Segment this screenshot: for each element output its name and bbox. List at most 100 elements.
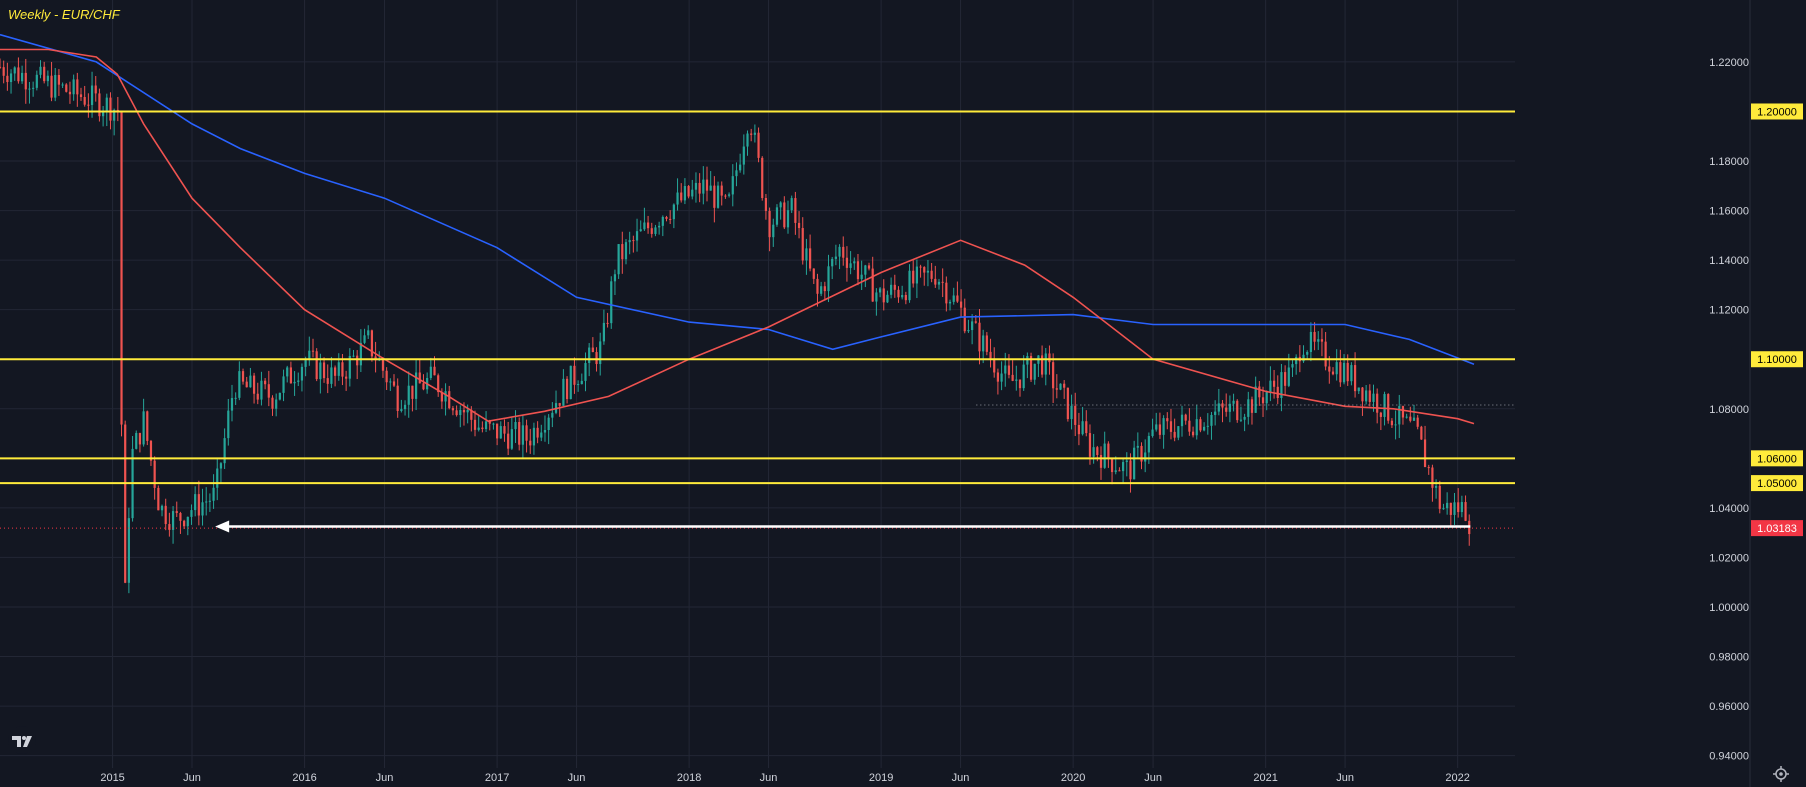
candle-body <box>356 355 359 366</box>
candle-body <box>993 358 996 373</box>
candle-body <box>709 185 712 191</box>
candle-body <box>1088 433 1092 457</box>
candle-body <box>101 111 105 117</box>
candle-body <box>919 266 922 268</box>
candle-body <box>481 427 484 430</box>
candle-body <box>875 292 878 302</box>
candle-body <box>503 426 506 434</box>
candle-body <box>967 330 970 332</box>
candle-body <box>1236 400 1239 421</box>
candle-body <box>735 170 738 177</box>
candle-body <box>635 231 639 241</box>
arrow-head-icon <box>215 520 230 533</box>
candle-body <box>216 468 219 488</box>
tradingview-logo-icon[interactable] <box>8 726 36 754</box>
candle-body <box>54 75 57 98</box>
x-tick-label: 2022 <box>1445 772 1469 784</box>
y-tick-label: 1.12000 <box>1709 305 1749 317</box>
x-tick-label: 2020 <box>1061 772 1085 784</box>
gear-icon[interactable] <box>1773 766 1789 782</box>
candle-body <box>543 430 547 433</box>
candle-body <box>665 216 668 219</box>
candle-body <box>1166 418 1169 422</box>
candle-body <box>1287 367 1290 386</box>
candle-body <box>227 410 230 439</box>
candle-body <box>507 433 510 449</box>
candle-body <box>260 380 263 400</box>
candle-body <box>1022 364 1025 389</box>
candle-body <box>304 360 307 367</box>
candle-body <box>455 410 458 416</box>
candle-body <box>293 381 296 384</box>
candle-body <box>1074 405 1077 425</box>
candle-body <box>1357 387 1360 392</box>
candle-body <box>1169 421 1173 432</box>
candle-body <box>1295 356 1298 365</box>
current-price-label: 1.03183 <box>1757 523 1797 535</box>
candle-body <box>1147 436 1150 453</box>
candle-body <box>783 202 786 228</box>
candle-body <box>1405 416 1408 418</box>
candle-body <box>1206 425 1209 427</box>
candle-body <box>1335 362 1338 375</box>
time-axis[interactable]: 2015 Jun 2016 Jun 2017 Jun 2018 Jun 2019 Jun 2020 J… <box>100 772 1470 784</box>
grid-lines <box>0 0 1515 768</box>
candle-body <box>680 192 683 201</box>
candle-body <box>1372 393 1375 402</box>
candle-body <box>639 229 642 232</box>
candle-body <box>17 67 20 82</box>
x-tick-label: 2015 <box>100 772 124 784</box>
candle-body <box>326 378 329 384</box>
candle-body <box>904 294 907 301</box>
candle-body <box>13 67 16 74</box>
candle-body <box>886 294 889 303</box>
candle-body <box>289 367 293 384</box>
candle-body <box>197 494 200 516</box>
candle-body <box>1015 379 1018 381</box>
candle-body <box>201 502 204 516</box>
ma-fast-line <box>0 48 1475 425</box>
candle-body <box>1191 431 1195 436</box>
y-tick-label: 0.96000 <box>1709 701 1749 713</box>
candle-body <box>1081 421 1084 435</box>
candle-body <box>157 487 160 511</box>
candle-body <box>621 244 624 260</box>
candle-body <box>845 257 849 268</box>
x-tick-label: 2019 <box>869 772 893 784</box>
candle-body <box>94 85 97 94</box>
candle-body <box>897 289 900 298</box>
candle-body <box>311 350 315 352</box>
candle-body <box>1331 371 1335 375</box>
candle-body <box>267 384 270 398</box>
candle-body <box>1151 429 1154 437</box>
candle-body <box>974 321 977 323</box>
candle-body <box>1423 439 1427 468</box>
candle-body <box>1099 454 1103 468</box>
candle-body <box>28 88 31 90</box>
candle-body <box>926 270 930 273</box>
candle-body <box>628 240 631 243</box>
candle-body <box>2 67 5 76</box>
price-axis[interactable]: 0.94000 0.96000 0.98000 1.00000 1.02000 1.040… <box>1709 0 1751 787</box>
level-price-label: 1.20000 <box>1757 106 1797 118</box>
candle-body <box>429 366 432 378</box>
candle-body <box>930 270 933 279</box>
candle-body <box>982 335 985 352</box>
candle-body <box>39 66 42 75</box>
candle-body <box>890 284 893 295</box>
candle-body <box>0 66 2 68</box>
candle-body <box>978 322 981 352</box>
horizontal-levels[interactable]: 1.20000 1.10000 1.06000 1.05000 1.03183 <box>0 103 1803 537</box>
candle-body <box>646 222 650 229</box>
candle-body <box>610 281 613 324</box>
candle-body <box>1431 467 1434 488</box>
chart-title: Weekly - EUR/CHF <box>8 7 121 22</box>
y-tick-label: 1.18000 <box>1709 156 1749 168</box>
candle-body <box>750 133 753 135</box>
candle-body <box>1044 353 1047 375</box>
candle-body <box>838 246 841 257</box>
candle-body <box>864 265 867 275</box>
candle-body <box>694 182 698 190</box>
